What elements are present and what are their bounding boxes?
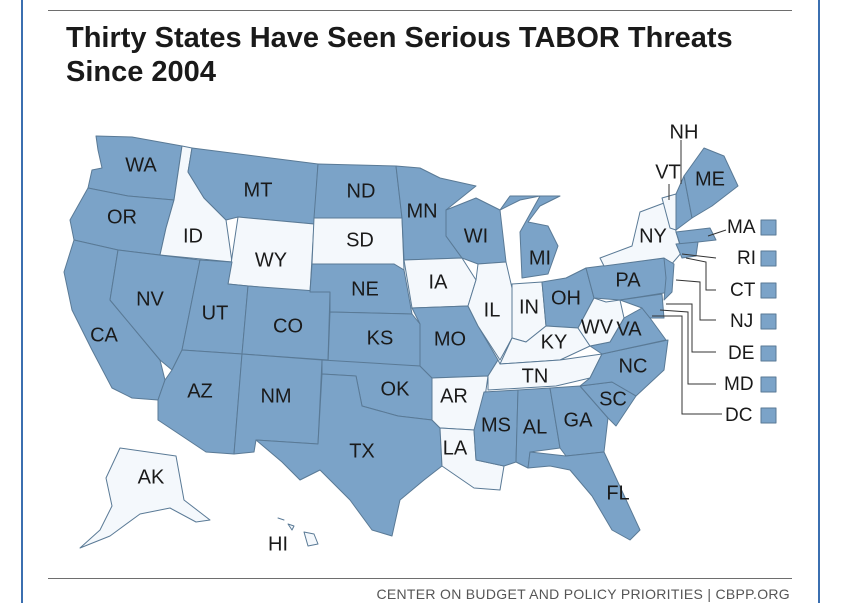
top-rule	[48, 10, 792, 11]
state-label-IA: IA	[429, 271, 449, 293]
state-label-ND: ND	[347, 180, 376, 202]
state-label-NE: NE	[351, 278, 379, 300]
state-ME	[683, 147, 739, 219]
state-label-MI: MI	[529, 247, 551, 269]
state-label-OH: OH	[551, 287, 581, 309]
state-label-IL: IL	[484, 299, 501, 321]
callout-label-CT: CT	[730, 280, 756, 301]
state-label-NM: NM	[260, 385, 291, 407]
state-label-CO: CO	[273, 315, 303, 337]
callout-swatch-MD	[760, 376, 777, 393]
state-label-VA: VA	[616, 318, 642, 340]
state-label-AK: AK	[138, 466, 165, 488]
state-label-MS: MS	[481, 414, 511, 436]
state-label-TX: TX	[349, 440, 375, 462]
callout-label-DC: DC	[725, 405, 752, 426]
state-FL	[527, 451, 641, 541]
state-label-MO: MO	[434, 328, 466, 350]
state-labels: WA OR CA ID NV MT WY UT AZ CO NM ND SD N…	[90, 121, 725, 555]
state-NJ	[663, 257, 675, 301]
callout-label-NJ: NJ	[730, 311, 753, 332]
callout-swatch-MA	[760, 219, 777, 236]
callout-swatch-NJ	[760, 313, 777, 330]
state-label-VT: VT	[655, 161, 681, 183]
source-credit: CENTER ON BUDGET AND POLICY PRIORITIES |…	[376, 586, 790, 602]
state-MI	[499, 195, 561, 279]
leader-lines	[652, 140, 727, 415]
callout-swatch-CT	[760, 282, 777, 299]
callout-swatch-DE	[760, 345, 777, 362]
callout-swatch-DC	[760, 407, 777, 424]
state-label-ME: ME	[695, 168, 725, 190]
callout-label-DE: DE	[728, 343, 754, 364]
callout-label-MA: MA	[727, 217, 756, 238]
state-label-WI: WI	[464, 225, 488, 247]
state-label-AL: AL	[523, 416, 547, 438]
callout-swatch-RI	[760, 250, 777, 267]
state-label-SD: SD	[346, 229, 374, 251]
state-label-WY: WY	[255, 249, 287, 271]
state-TN	[487, 353, 603, 391]
state-label-WV: WV	[581, 316, 614, 338]
state-label-NV: NV	[136, 288, 164, 310]
state-label-SC: SC	[599, 388, 627, 410]
state-MA	[675, 227, 717, 245]
state-MD	[619, 293, 665, 319]
state-AK	[79, 447, 211, 549]
state-label-FL: FL	[606, 482, 629, 504]
state-label-NY: NY	[639, 225, 667, 247]
state-label-PA: PA	[615, 269, 641, 291]
state-label-KS: KS	[367, 327, 394, 349]
frame-left-border	[21, 0, 23, 603]
state-label-AR: AR	[440, 385, 468, 407]
frame-right-border	[818, 0, 820, 603]
small-state-callouts: MA RI CT NJ DE MD DC	[724, 217, 777, 426]
state-label-GA: GA	[564, 409, 594, 431]
state-label-OR: OR	[107, 206, 137, 228]
state-label-MN: MN	[406, 200, 437, 222]
map-title: Thirty States Have Seen Serious TABOR Th…	[66, 22, 733, 88]
state-label-TN: TN	[522, 365, 549, 387]
state-IL	[467, 261, 513, 361]
state-label-KY: KY	[541, 331, 568, 353]
state-label-LA: LA	[443, 437, 468, 459]
callout-label-MD: MD	[724, 374, 754, 395]
state-label-OK: OK	[381, 378, 411, 400]
bottom-rule	[48, 578, 792, 579]
callout-label-RI: RI	[737, 248, 756, 269]
state-label-NC: NC	[619, 355, 648, 377]
state-HI	[277, 517, 319, 547]
state-label-WA: WA	[125, 154, 157, 176]
state-label-MT: MT	[244, 179, 273, 201]
state-label-ID: ID	[183, 225, 203, 247]
state-label-UT: UT	[202, 302, 229, 324]
state-label-CA: CA	[90, 324, 118, 346]
state-label-AZ: AZ	[187, 380, 213, 402]
state-label-HI: HI	[268, 533, 288, 555]
state-TX	[255, 373, 443, 537]
state-label-NH: NH	[670, 121, 699, 143]
state-label-IN: IN	[519, 296, 539, 318]
state-WV	[577, 297, 625, 347]
